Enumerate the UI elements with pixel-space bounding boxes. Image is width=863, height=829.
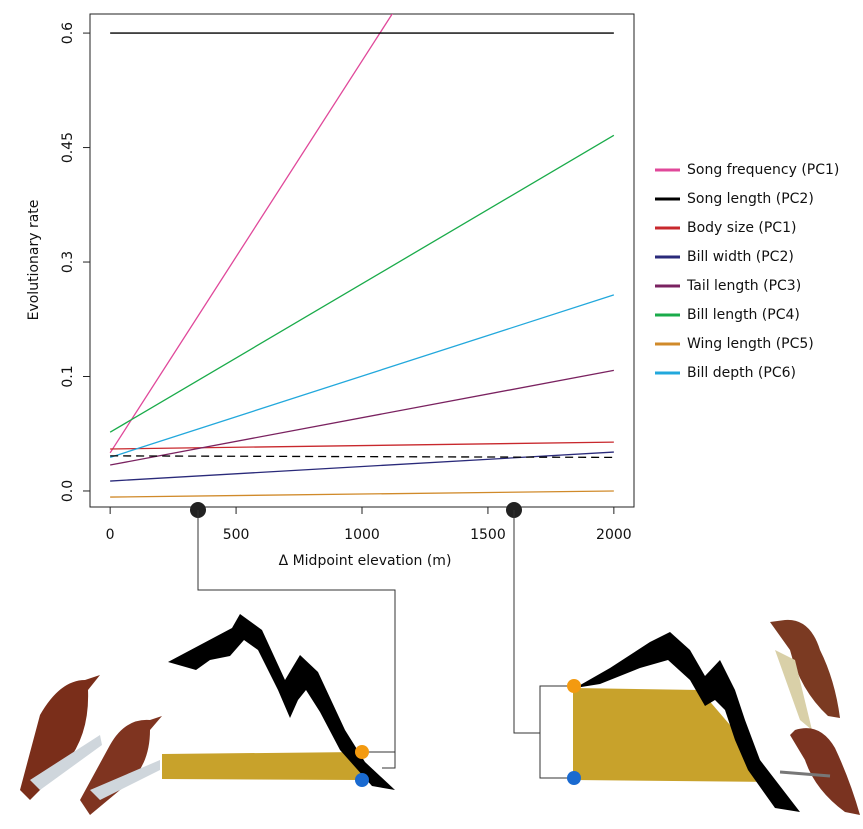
series-line	[110, 295, 614, 458]
legend-label: Bill width (PC2)	[687, 249, 794, 265]
plot-lines	[110, 0, 614, 497]
y-tick-label: 0.6	[60, 22, 76, 44]
y-axis-label: Evolutionary rate	[26, 200, 42, 321]
legend-label: Tail length (PC3)	[686, 278, 801, 294]
series-line	[110, 370, 614, 465]
x-tick-label: 2000	[596, 527, 632, 543]
y-tick-label: 0.0	[60, 480, 76, 502]
y-tick-label: 0.3	[60, 251, 76, 273]
legend-label: Bill length (PC4)	[687, 307, 800, 323]
y-tick-label: 0.45	[60, 132, 76, 163]
legend-label: Wing length (PC5)	[687, 336, 814, 352]
legend-label: Song length (PC2)	[687, 191, 814, 207]
legend-label: Song frequency (PC1)	[687, 162, 839, 178]
series-line	[110, 442, 614, 449]
x-tick-label: 0	[106, 527, 115, 543]
x-tick-label: 500	[223, 527, 250, 543]
x-tick-label: 1000	[344, 527, 380, 543]
x-tick-label: 1500	[470, 527, 506, 543]
series-line	[110, 491, 614, 497]
legend-label: Body size (PC1)	[687, 220, 796, 236]
x-axis-label: Δ Midpoint elevation (m)	[279, 553, 452, 569]
illustration	[20, 502, 860, 815]
figure: Δ Midpoint elevation (m) Evolutionary ra…	[0, 0, 863, 825]
plot-frame	[90, 14, 634, 507]
series-line	[110, 135, 614, 432]
legend-label: Bill depth (PC6)	[687, 365, 796, 381]
y-tick-label: 0.1	[60, 365, 76, 387]
